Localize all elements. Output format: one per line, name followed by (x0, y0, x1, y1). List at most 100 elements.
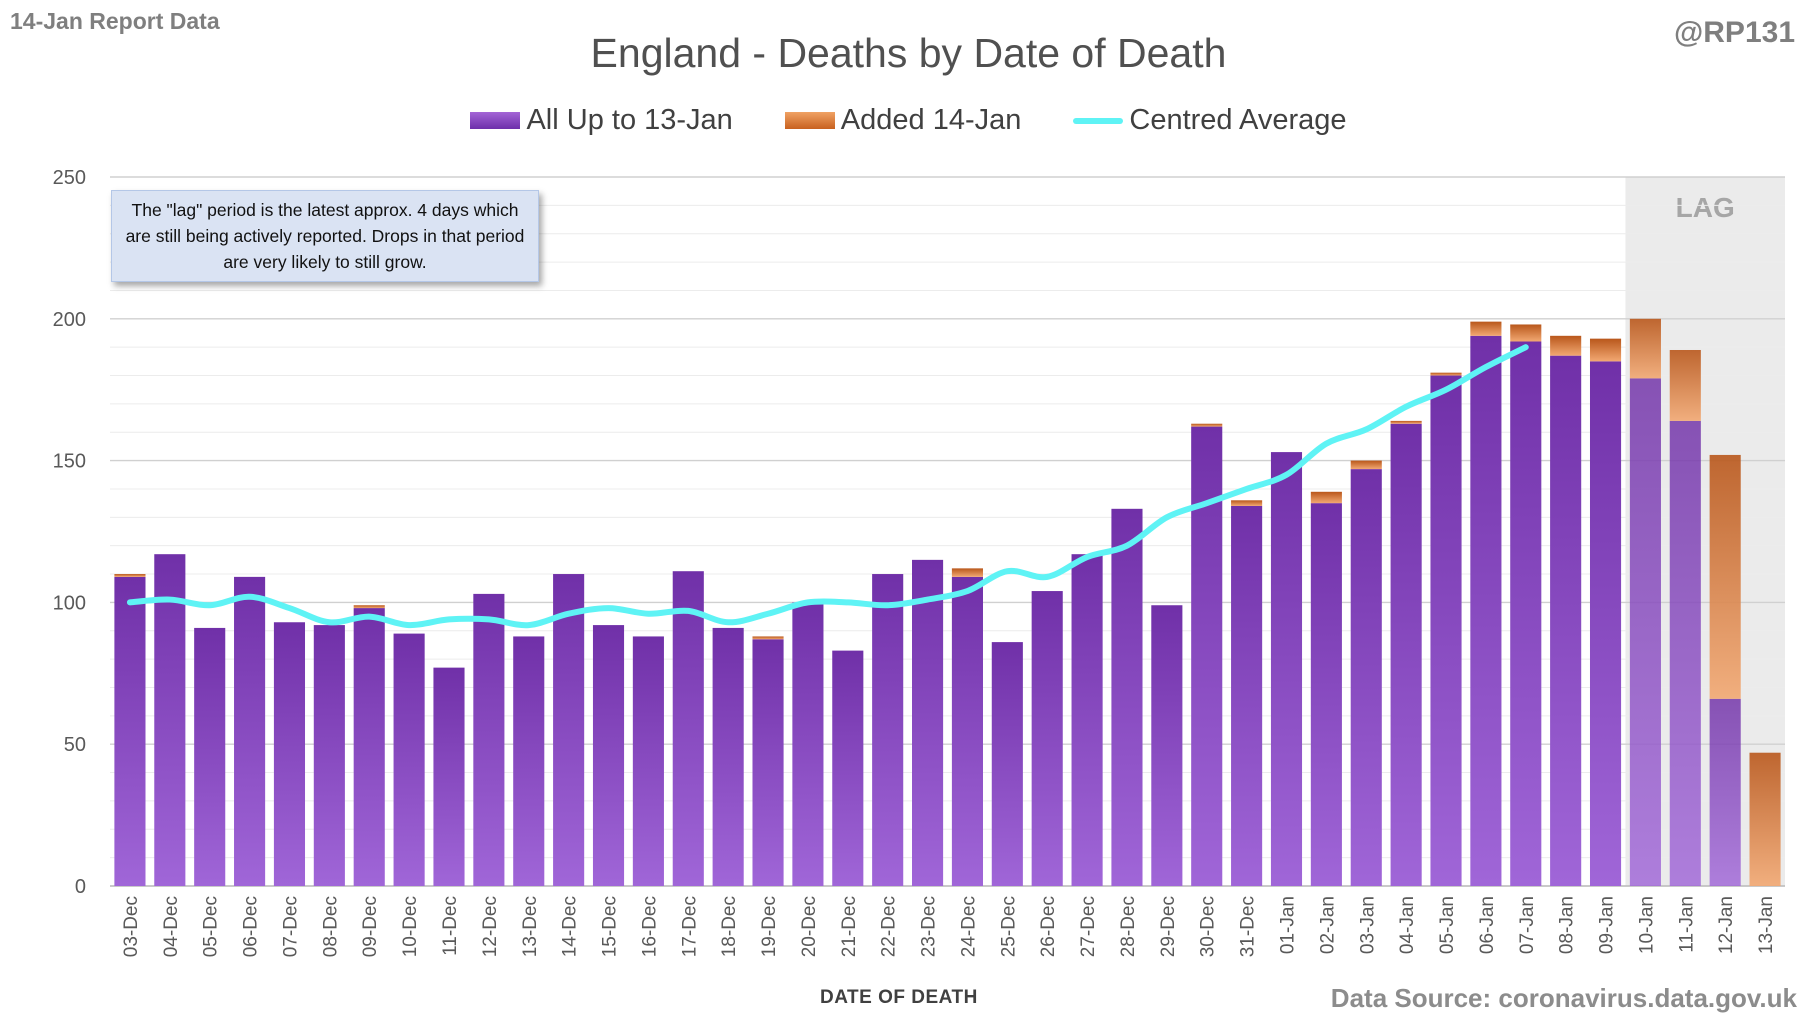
bar-all-29-Dec (1151, 605, 1183, 886)
x-tick-label: 11-Dec (440, 896, 461, 956)
bar-all-05-Jan (1430, 375, 1462, 886)
legend-item-added: Added 14-Jan (784, 104, 1022, 137)
bar-added-11-Jan (1669, 349, 1701, 421)
x-tick-label: 29-Dec (1158, 896, 1179, 957)
x-tick-label: 08-Dec (320, 896, 341, 957)
x-tick-label: 10-Jan (1636, 896, 1657, 954)
x-tick-label: 13-Jan (1756, 896, 1777, 954)
x-tick-labels: 03-Dec 04-Dec 05-Dec 06-Dec 07-Dec 08-Dec 09-D… (121, 896, 1777, 957)
bar-all-09-Dec (353, 608, 385, 886)
x-tick-label: 31-Dec (1238, 896, 1259, 957)
bar-all-30-Dec (1191, 426, 1223, 886)
bar-all-21-Dec (832, 650, 864, 886)
legend-swatch-all (470, 112, 521, 129)
bar-all-08-Jan (1550, 355, 1582, 887)
bar-all-07-Jan (1510, 341, 1542, 886)
bar-added-30-Dec (1191, 423, 1223, 427)
source-note: Data Source: coronavirus.data.gov.uk (1330, 983, 1797, 1013)
x-tick-label: 05-Dec (201, 896, 222, 957)
x-tick-label: 06-Dec (241, 896, 262, 957)
bar-added-24-Dec (951, 568, 983, 577)
centred-average-line (126, 344, 1529, 629)
bar-all-03-Dec (114, 576, 146, 886)
x-tick-label: 26-Dec (1038, 896, 1059, 957)
legend-label-added: Added 14-Jan (840, 104, 1022, 136)
bar-all-24-Dec (951, 576, 983, 886)
bar-added-10-Jan (1629, 318, 1661, 379)
bar-all-19-Dec (752, 639, 784, 886)
x-tick-label: 18-Dec (719, 896, 740, 957)
y-tick-label: 50 (64, 734, 86, 756)
x-tick-label: 28-Dec (1118, 896, 1139, 957)
x-tick-label: 11-Jan (1676, 896, 1697, 953)
bar-added-12-Jan (1709, 454, 1741, 699)
y-tick-label: 0 (75, 876, 86, 898)
y-tick-label: 250 (53, 167, 86, 189)
bar-all-08-Dec (313, 625, 345, 886)
bar-added-08-Jan (1550, 335, 1582, 356)
x-tick-label: 09-Dec (360, 896, 381, 957)
x-tick-label: 07-Dec (280, 896, 301, 957)
bar-all-06-Dec (234, 576, 266, 886)
x-tick-label: 12-Jan (1716, 896, 1737, 954)
x-tick-label: 30-Dec (1198, 896, 1219, 957)
x-tick-label: 21-Dec (839, 896, 860, 957)
bar-added-03-Jan (1350, 460, 1382, 470)
x-tick-label: 08-Jan (1557, 896, 1578, 954)
y-tick-label: 150 (53, 451, 86, 473)
bar-all-15-Dec (592, 625, 625, 886)
bar-all-18-Dec (712, 627, 744, 886)
x-tick-label: 07-Jan (1517, 896, 1538, 954)
x-tick-label: 16-Dec (639, 896, 660, 957)
x-tick-label: 12-Dec (480, 896, 501, 957)
bar-all-20-Dec (792, 602, 824, 886)
bar-added-09-Dec (353, 605, 385, 609)
chart-title: England - Deaths by Date of Death (590, 30, 1227, 76)
bar-all-12-Jan (1709, 698, 1741, 886)
bar-added-09-Jan (1589, 338, 1622, 362)
x-tick-label: 10-Dec (400, 896, 421, 957)
x-tick-label: 04-Dec (161, 896, 182, 957)
x-axis-title: DATE OF DEATH (820, 987, 978, 1008)
bar-added-19-Dec (752, 636, 784, 640)
legend-item-average: Centred Average (1073, 104, 1347, 137)
y-tick-label: 200 (53, 309, 86, 331)
bar-added-04-Jan (1390, 420, 1422, 424)
x-tick-label: 19-Dec (759, 896, 780, 957)
bar-all-04-Jan (1390, 423, 1422, 886)
x-tick-label: 14-Dec (560, 896, 581, 957)
bar-all-13-Dec (513, 636, 545, 886)
x-tick-label: 17-Dec (679, 896, 700, 957)
author-handle: @RP131 (1674, 16, 1795, 49)
legend-swatch-average (1073, 117, 1124, 124)
x-tick-label: 23-Dec (919, 896, 940, 957)
x-tick-label: 22-Dec (879, 896, 900, 957)
bar-all-16-Dec (632, 636, 664, 886)
bar-all-01-Jan (1270, 452, 1303, 886)
bar-all-11-Dec (433, 667, 465, 886)
bar-all-28-Dec (1111, 508, 1143, 886)
x-tick-label: 03-Jan (1357, 896, 1378, 954)
x-tick-label: 05-Jan (1437, 896, 1458, 954)
gridlines (110, 176, 1785, 887)
bar-all-26-Dec (1031, 591, 1063, 886)
bar-all-02-Jan (1310, 503, 1342, 886)
bar-all-11-Jan (1669, 420, 1701, 886)
lag-label: LAG (1676, 192, 1735, 223)
bar-added-03-Dec (114, 574, 146, 577)
bar-added-02-Jan (1310, 491, 1342, 504)
bar-added-06-Jan (1470, 321, 1502, 336)
legend: All Up to 13-Jan Added 14-Jan Centred Av… (0, 104, 1817, 137)
x-tick-label: 24-Dec (958, 896, 979, 957)
x-tick-label: 15-Dec (600, 896, 621, 957)
bar-added-13-Jan (1749, 752, 1781, 886)
average-line (126, 344, 1529, 629)
x-tick-label: 25-Dec (998, 896, 1019, 957)
bar-all-05-Dec (194, 627, 226, 886)
bar-all-23-Dec (912, 559, 944, 886)
bar-all-31-Dec (1231, 505, 1263, 886)
y-tick-label: 100 (53, 592, 86, 614)
x-tick-label: 02-Jan (1317, 896, 1338, 954)
